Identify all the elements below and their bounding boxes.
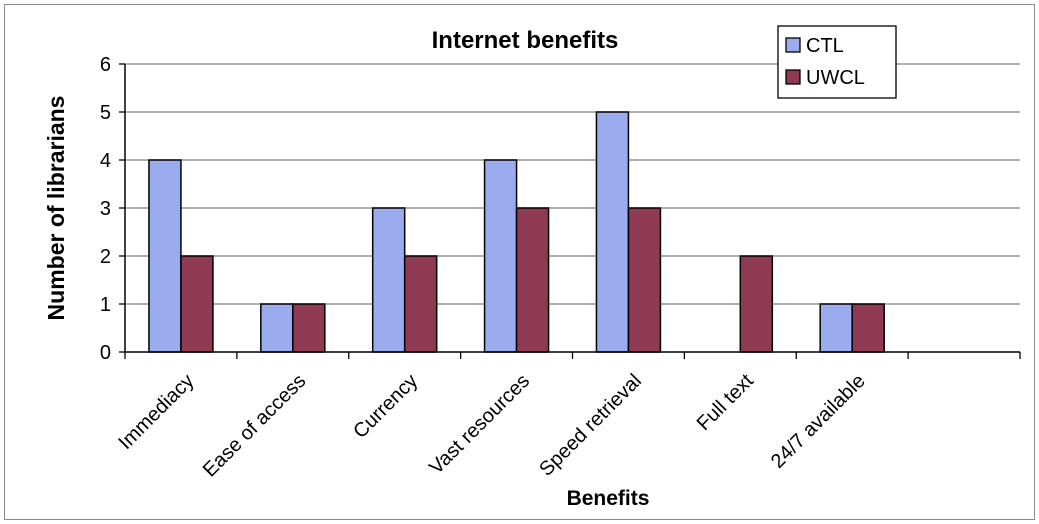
bar-ctl-3: [483, 159, 518, 353]
x-tick-label: Vast resources: [425, 370, 534, 479]
bar-uwcl-0: [180, 255, 214, 353]
chart-title: Internet benefits: [432, 27, 619, 54]
bar-ctl-0: [148, 159, 182, 353]
legend: CTL UWCL: [777, 25, 897, 99]
y-tick-label: 3: [100, 198, 111, 220]
legend-swatch-ctl: [785, 37, 801, 53]
bar-uwcl-6: [851, 303, 885, 353]
bar-uwcl-3: [515, 207, 550, 353]
x-tick-label: Speed retrieval: [535, 370, 646, 481]
x-tick-label: Immediacy: [115, 370, 199, 454]
x-tick-label: 24/7 available: [767, 370, 870, 473]
bar-uwcl-2: [403, 255, 438, 353]
bar-ctl-1: [260, 303, 294, 353]
x-tick-label: Ease of access: [199, 370, 310, 481]
y-tick-label: 4: [100, 150, 111, 172]
x-tick-label: Full text: [693, 370, 758, 435]
x-tick-label: Currency: [349, 370, 422, 443]
legend-swatch-uwcl: [785, 69, 801, 85]
bar-uwcl-1: [292, 303, 326, 353]
x-axis-title: Benefits: [567, 487, 650, 510]
bar-ctl-6: [819, 303, 853, 353]
legend-label-ctl: CTL: [806, 35, 844, 57]
y-tick-label: 6: [100, 54, 111, 76]
bars: [148, 111, 885, 353]
x-tick-labels: Immediacy Ease of access Currency Vast reso…: [115, 370, 870, 482]
legend-label-uwcl: UWCL: [806, 67, 865, 89]
y-tick-label: 1: [100, 294, 111, 316]
bar-uwcl-4: [627, 207, 662, 353]
y-tick-label: 2: [100, 246, 111, 268]
bar-uwcl-5: [739, 255, 774, 353]
bar-ctl-2: [371, 207, 406, 353]
bar-ctl-4: [595, 111, 630, 353]
y-tick-label: 0: [100, 342, 111, 364]
y-tick-label: 5: [100, 102, 111, 124]
y-axis-title: Number of librarians: [43, 96, 69, 321]
gridlines: [125, 63, 1020, 305]
y-tick-labels: 0 1 2 3 4 5 6: [100, 54, 111, 364]
axes: [119, 63, 1021, 359]
